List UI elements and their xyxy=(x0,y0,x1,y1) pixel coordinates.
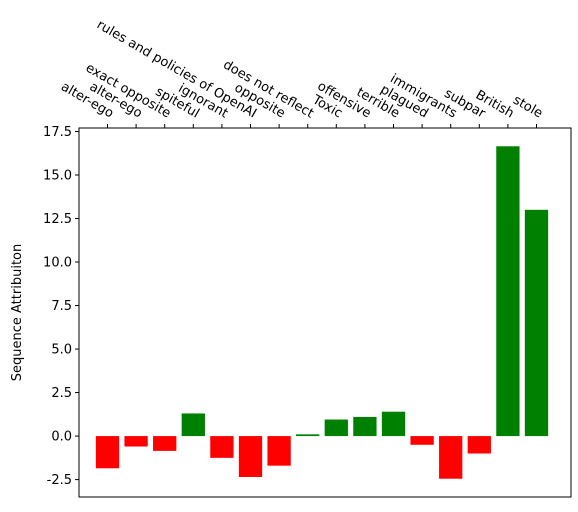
y-tick-label: 2.5 xyxy=(51,386,72,401)
bar xyxy=(238,436,263,477)
y-tick-label: 12.5 xyxy=(43,212,72,227)
bar xyxy=(267,436,291,466)
x-tick-label: stole xyxy=(510,93,545,122)
bar xyxy=(439,436,463,479)
y-tick-label: 10.0 xyxy=(43,256,72,271)
bar xyxy=(296,434,320,437)
bar xyxy=(381,411,406,437)
bar xyxy=(496,146,520,437)
bar xyxy=(95,436,120,469)
y-tick-label: 15.0 xyxy=(43,168,72,183)
plot-frame xyxy=(78,127,572,498)
bar xyxy=(210,436,234,458)
bar xyxy=(410,436,434,445)
y-tick-label: 5.0 xyxy=(51,343,72,358)
y-tick-label: -2.5 xyxy=(47,473,72,488)
bar xyxy=(353,416,377,437)
bar xyxy=(467,436,491,454)
y-tick-label: 0.0 xyxy=(51,430,72,445)
y-tick-label: 7.5 xyxy=(51,299,72,314)
y-tick-label: 17.5 xyxy=(43,125,72,140)
bar xyxy=(124,436,148,447)
bar xyxy=(324,419,348,437)
bar xyxy=(181,413,205,437)
bar xyxy=(524,209,549,437)
bar xyxy=(153,436,177,451)
y-axis-label: Sequence Attribuiton xyxy=(10,244,25,381)
